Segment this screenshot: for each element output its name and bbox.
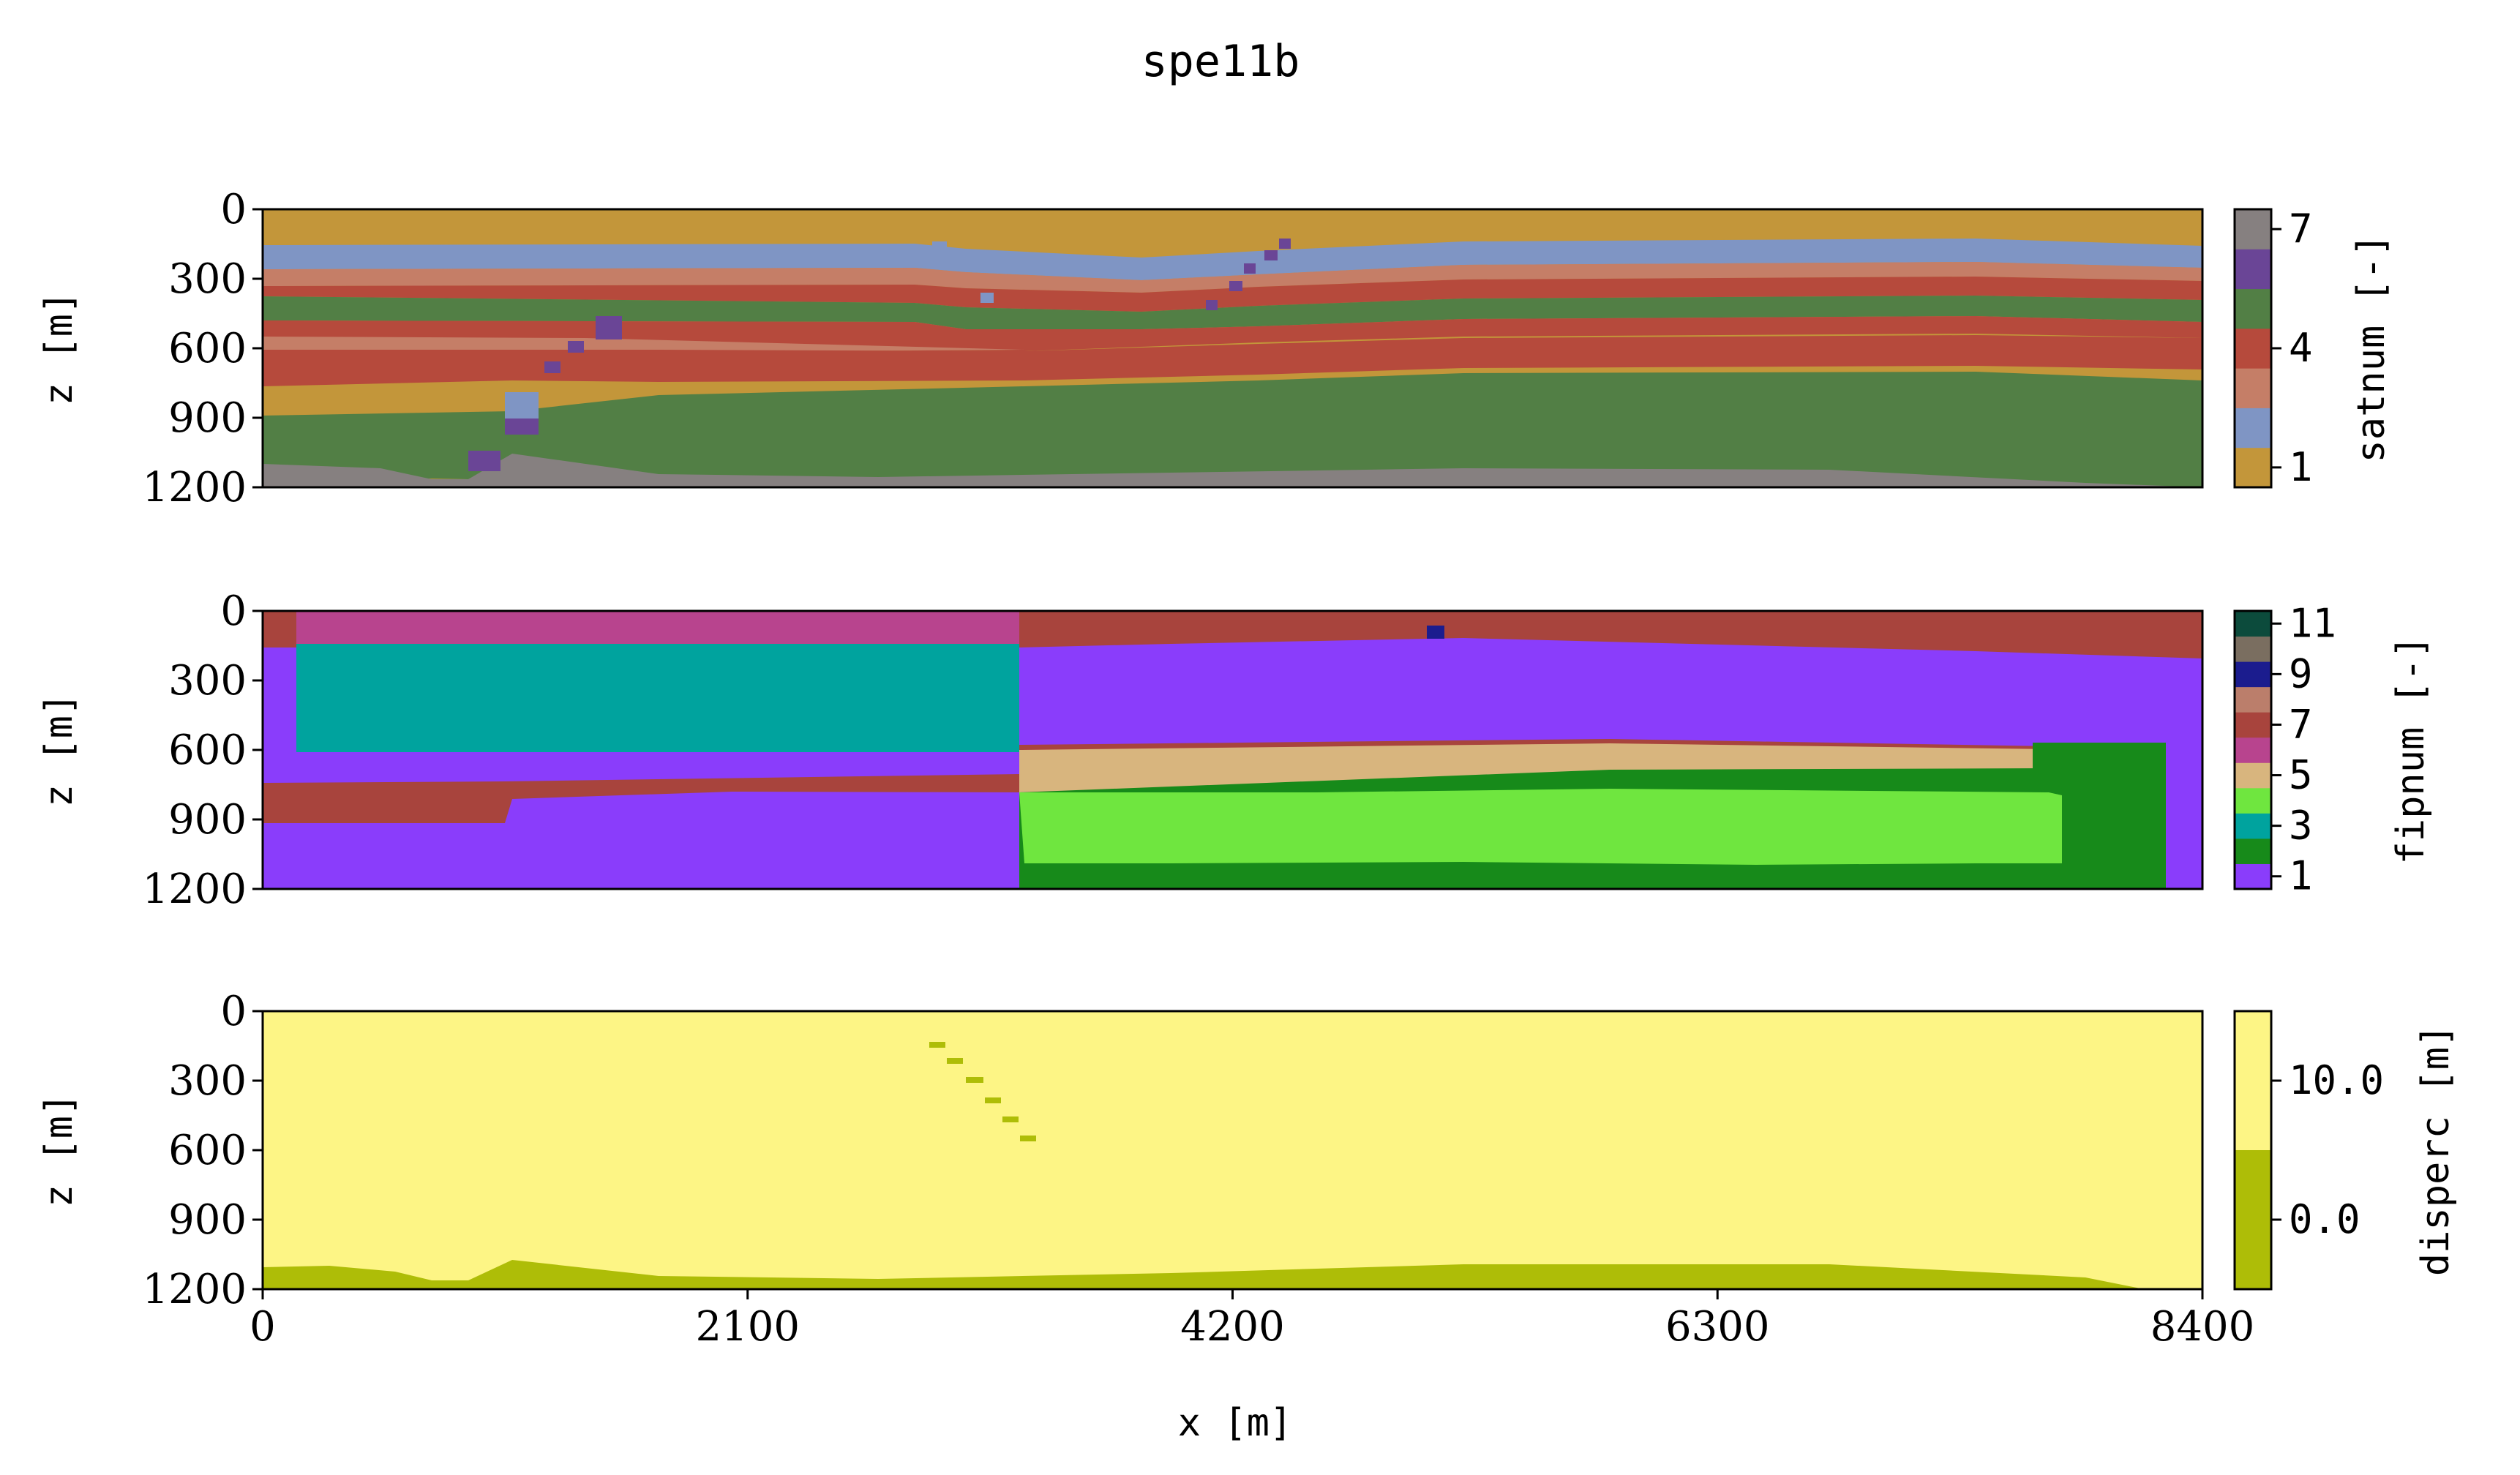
panel-satnum: 0 300 600 900 1200 z [m] 1 4 7 satnum [-] [37, 186, 2393, 511]
fipnum-field [263, 611, 2202, 889]
satnum-y-ticks: 0 300 600 900 1200 [142, 186, 263, 511]
satnum-region-3-lower [263, 337, 1024, 353]
y-tick-label: 300 [168, 657, 247, 705]
colorbar-tick-label: 0.0 [2289, 1196, 2360, 1242]
satnum-blue-patches [505, 241, 994, 419]
colorbar-swatch [2235, 636, 2271, 662]
colorbar-swatch [2235, 611, 2271, 637]
panel-disperc: 0 300 600 900 1200 0 2100 4200 6300 8400 z [m] x… [37, 988, 2458, 1445]
disperc-fault-cells [929, 1042, 1036, 1141]
colorbar-frame [2233, 1010, 2273, 1291]
colorbar-swatch [2235, 288, 2271, 329]
colorbar-tick-label: 11 [2289, 600, 2336, 646]
satnum-field [263, 209, 2202, 487]
colorbar-tick-label: 9 [2289, 650, 2313, 697]
y-tick-label: 0 [220, 588, 247, 635]
fipnum-region-9-point [1427, 626, 1444, 639]
y-tick-label: 1200 [142, 464, 247, 511]
y-tick-label: 600 [168, 727, 247, 774]
fipnum-region-3-box [296, 644, 1019, 752]
satnum-region-2 [263, 239, 2202, 280]
fipnum-region-7-right-band [1019, 611, 2202, 658]
colorbar-swatch [2235, 737, 2271, 763]
satnum-region-7-bottom [263, 454, 2202, 487]
disperc-region-low-bottom [263, 1260, 2144, 1289]
y-tick-label: 1200 [142, 1266, 247, 1313]
satnum-region-4 [263, 277, 2202, 312]
y-tick-label: 1200 [142, 866, 247, 913]
colorbar-frame [2233, 609, 2273, 890]
x-tick-label: 8400 [2150, 1303, 2255, 1351]
colorbar-swatch [2235, 1150, 2271, 1289]
colorbar-swatch [2235, 813, 2271, 839]
disperc-ylabel: z [m] [37, 1093, 81, 1208]
colorbar-swatch [2235, 686, 2271, 713]
satnum-region-3 [263, 262, 2202, 293]
y-tick-label: 0 [220, 186, 247, 233]
y-tick-label: 900 [168, 394, 247, 442]
colorbar-tick-label: 5 [2289, 752, 2313, 798]
fipnum-y-ticks: 0 300 600 900 1200 [142, 588, 263, 913]
fipnum-region-7-left-band [263, 774, 1019, 823]
colorbar-tick-label: 7 [2289, 701, 2313, 747]
fipnum-region-6-band [296, 611, 1019, 648]
colorbar-swatch [2235, 863, 2271, 890]
fipnum-region-1-right-edge [2166, 761, 2202, 889]
colorbar-swatch [2235, 712, 2271, 738]
fipnum-region-4-box [1019, 789, 2062, 865]
figure-title: spe11b [1141, 36, 1300, 87]
fipnum-region-7-left-corner [263, 611, 296, 648]
satnum-region-5-upper [263, 296, 2202, 329]
satnum-colorbar-label: satnum [-] [2350, 233, 2393, 462]
colorbar-swatch [2235, 762, 2271, 789]
colorbar-swatch [2235, 249, 2271, 290]
satnum-region-5-bulk [263, 372, 2202, 487]
colorbar-tick-label: 10.0 [2289, 1057, 2384, 1103]
colorbar-tick-label: 1 [2289, 444, 2313, 490]
y-tick-label: 600 [168, 325, 247, 372]
fipnum-colorbar-label: fipnum [-] [2389, 635, 2433, 864]
satnum-ylabel: z [m] [37, 291, 81, 406]
colorbar-swatch [2235, 408, 2271, 448]
disperc-x-ticks: 0 2100 4200 6300 8400 [250, 1289, 2254, 1351]
satnum-region-4-deep [263, 335, 2202, 386]
satnum-colorbar: 1 4 7 [2233, 206, 2313, 490]
colorbar-tick-label: 7 [2289, 206, 2313, 252]
x-tick-label: 6300 [1665, 1303, 1770, 1351]
x-tick-label: 4200 [1180, 1303, 1285, 1351]
colorbar-tick-label: 3 [2289, 803, 2313, 849]
y-tick-label: 300 [168, 1057, 247, 1105]
colorbar-swatch [2235, 447, 2271, 488]
disperc-colorbar-label: disperc [m] [2414, 1024, 2458, 1276]
y-tick-label: 0 [220, 988, 247, 1035]
disperc-xlabel: x [m] [1178, 1401, 1293, 1445]
y-tick-label: 900 [168, 796, 247, 844]
colorbar-swatch [2235, 328, 2271, 369]
colorbar-tick-label: 1 [2289, 853, 2313, 899]
disperc-y-ticks: 0 300 600 900 1200 [142, 988, 263, 1313]
colorbar-tick-label: 4 [2289, 325, 2313, 371]
x-tick-label: 0 [250, 1303, 276, 1351]
y-tick-label: 600 [168, 1127, 247, 1174]
colorbar-swatch [2235, 1011, 2271, 1150]
colorbar-swatch [2235, 838, 2271, 864]
y-tick-label: 300 [168, 255, 247, 303]
colorbar-swatch [2235, 661, 2271, 688]
disperc-colorbar: 0.0 10.0 [2233, 1010, 2384, 1291]
x-tick-label: 2100 [695, 1303, 800, 1351]
satnum-fault-cells [468, 239, 1291, 471]
fipnum-ylabel: z [m] [37, 693, 81, 808]
disperc-field [263, 1011, 2202, 1289]
colorbar-swatch [2235, 209, 2271, 249]
y-tick-label: 900 [168, 1196, 247, 1244]
colorbar-swatch [2235, 368, 2271, 408]
colorbar-swatch [2235, 787, 2271, 814]
disperc-region-high [263, 1011, 2202, 1289]
